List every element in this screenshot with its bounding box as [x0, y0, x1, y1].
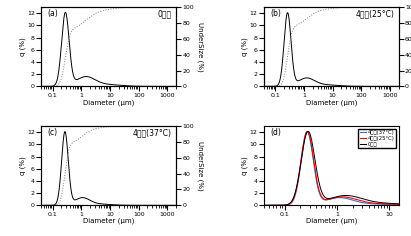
0주차: [261, 204, 266, 207]
X-axis label: Diameter (μm): Diameter (μm): [83, 99, 134, 105]
Line: 0주차: 0주차: [264, 131, 411, 205]
0주차: [306, 130, 311, 133]
Y-axis label: UnderSize (%): UnderSize (%): [197, 141, 203, 190]
0주차: [367, 199, 372, 202]
4주차(25°C): [289, 200, 294, 203]
4주차(25°C): [367, 201, 372, 204]
4주차(37°C): [356, 200, 361, 203]
Text: 4주차(25°C): 4주차(25°C): [356, 9, 395, 18]
4주차(37°C): [261, 204, 266, 207]
Text: 0주차: 0주차: [158, 9, 172, 18]
Text: (c): (c): [48, 128, 58, 137]
X-axis label: Diameter (μm): Diameter (μm): [305, 218, 357, 224]
Y-axis label: q (%): q (%): [19, 156, 25, 175]
4주차(25°C): [356, 199, 361, 202]
Y-axis label: UnderSize (%): UnderSize (%): [197, 22, 203, 72]
Y-axis label: q (%): q (%): [242, 37, 248, 56]
Line: 4주차(37°C): 4주차(37°C): [264, 132, 411, 205]
Line: 4주차(25°C): 4주차(25°C): [264, 131, 411, 205]
Text: (b): (b): [270, 9, 282, 18]
4주차(37°C): [367, 202, 372, 205]
Text: (a): (a): [48, 9, 59, 18]
Text: 4주차(37°C): 4주차(37°C): [133, 128, 172, 137]
0주차: [289, 199, 294, 202]
4주차(37°C): [305, 130, 310, 133]
Legend: 4주차(37°C), 4주차(25°C), 0주차: 4주차(37°C), 4주차(25°C), 0주차: [358, 129, 396, 148]
0주차: [356, 196, 361, 199]
4주차(37°C): [289, 201, 294, 204]
X-axis label: Diameter (μm): Diameter (μm): [305, 99, 357, 105]
Y-axis label: q (%): q (%): [19, 37, 25, 56]
0주차: [304, 132, 309, 135]
X-axis label: Diameter (μm): Diameter (μm): [83, 218, 134, 224]
4주차(25°C): [261, 204, 266, 207]
4주차(25°C): [304, 131, 309, 134]
Y-axis label: q (%): q (%): [242, 156, 248, 175]
4주차(37°C): [304, 131, 309, 134]
Text: (d): (d): [270, 128, 282, 137]
4주차(25°C): [305, 130, 310, 133]
